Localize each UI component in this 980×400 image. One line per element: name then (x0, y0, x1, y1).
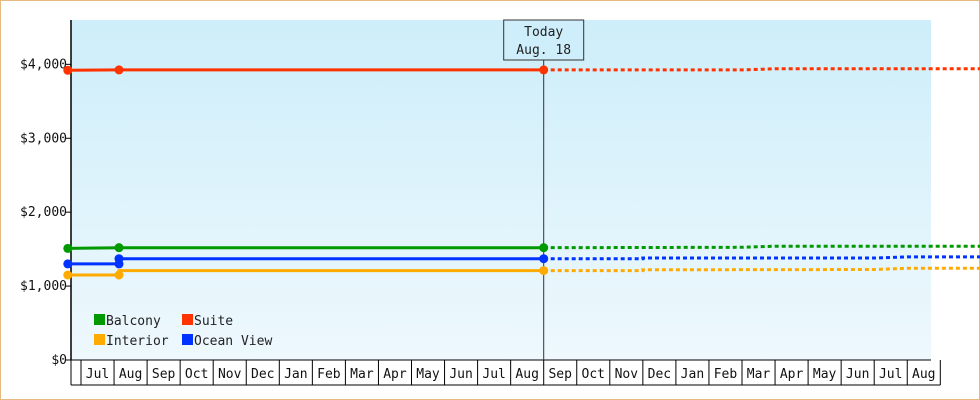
x-tick-label: Oct (185, 367, 208, 382)
legend-swatch-ocean-view (182, 334, 193, 345)
x-tick-label: Feb (714, 367, 738, 382)
x-tick-label: Feb (317, 367, 341, 382)
x-tick-label: Aug (912, 367, 935, 382)
series-points (63, 65, 549, 280)
x-tick-label: Oct (582, 367, 605, 382)
legend-label-interior: Interior (106, 334, 169, 349)
x-tick-label: Mar (350, 367, 374, 382)
data-point-interior (63, 270, 73, 280)
y-tick-label: $2,000 (20, 205, 67, 220)
legend-label-ocean-view: Ocean View (194, 334, 272, 349)
x-tick-label: Jun (449, 367, 472, 382)
data-point-suite (539, 65, 549, 75)
y-tick-label: $3,000 (20, 131, 67, 146)
series-forecast-balcony (543, 244, 980, 250)
x-tick-label: May (813, 367, 837, 382)
x-tick-label: Dec (648, 367, 671, 382)
plot-background (71, 20, 931, 360)
data-point-suite (114, 65, 124, 75)
today-box (503, 19, 585, 61)
x-tick-label: Jun (846, 367, 869, 382)
x-tick-label: Jan (681, 367, 704, 382)
chart-legend: Balcony Suite Interior Ocean View (94, 314, 272, 349)
data-point-suite (63, 65, 73, 75)
data-point-balcony (114, 243, 124, 253)
x-tick-label: Jul (879, 367, 902, 382)
x-tick-label: Jul (86, 367, 109, 382)
today-date-label: Aug. 18 (516, 43, 571, 58)
x-axis: Jul Aug Sep Oct Nov Dec Jan Feb Mar Apr May Jun Jul A… (70, 359, 941, 386)
x-tick-label: Aug (119, 367, 142, 382)
x-tick-label: Jan (284, 367, 307, 382)
x-tick-label: May (416, 367, 440, 382)
legend-swatch-balcony (94, 314, 105, 325)
data-point-ocean-view (63, 259, 73, 269)
y-tick-label: $4,000 (20, 57, 67, 72)
x-tick-label: Nov (218, 367, 242, 382)
x-tick-label: Nov (615, 367, 639, 382)
y-tick-label: $1,000 (20, 279, 67, 294)
today-marker: Today Aug. 18 (503, 19, 585, 360)
x-tick-label: Jul (482, 367, 505, 382)
legend-label-suite: Suite (194, 314, 233, 329)
x-tick-label: Sep (548, 367, 572, 382)
legend-swatch-suite (182, 314, 193, 325)
series-line-balcony (67, 246, 544, 250)
x-tick-label: Dec (251, 367, 274, 382)
data-point-interior (114, 270, 124, 280)
y-axis: $0 $1,000 $2,000 $3,000 $4,000 (20, 20, 72, 368)
data-point-balcony (539, 243, 549, 253)
legend-swatch-interior (94, 334, 105, 345)
legend-label-balcony: Balcony (106, 314, 161, 329)
data-point-balcony (63, 243, 73, 253)
x-tick-label: Apr (780, 367, 804, 382)
x-tick-label: Mar (747, 367, 771, 382)
x-tick-label: Apr (383, 367, 407, 382)
x-tick-label: Aug (515, 367, 538, 382)
data-point-ocean-view (114, 254, 124, 264)
x-tick-label: Sep (152, 367, 176, 382)
today-label: Today (524, 25, 563, 40)
data-point-interior (539, 266, 549, 276)
data-point-ocean-view (539, 254, 549, 264)
y-tick-label: $0 (51, 353, 67, 368)
series-forecast-suite (543, 67, 980, 72)
